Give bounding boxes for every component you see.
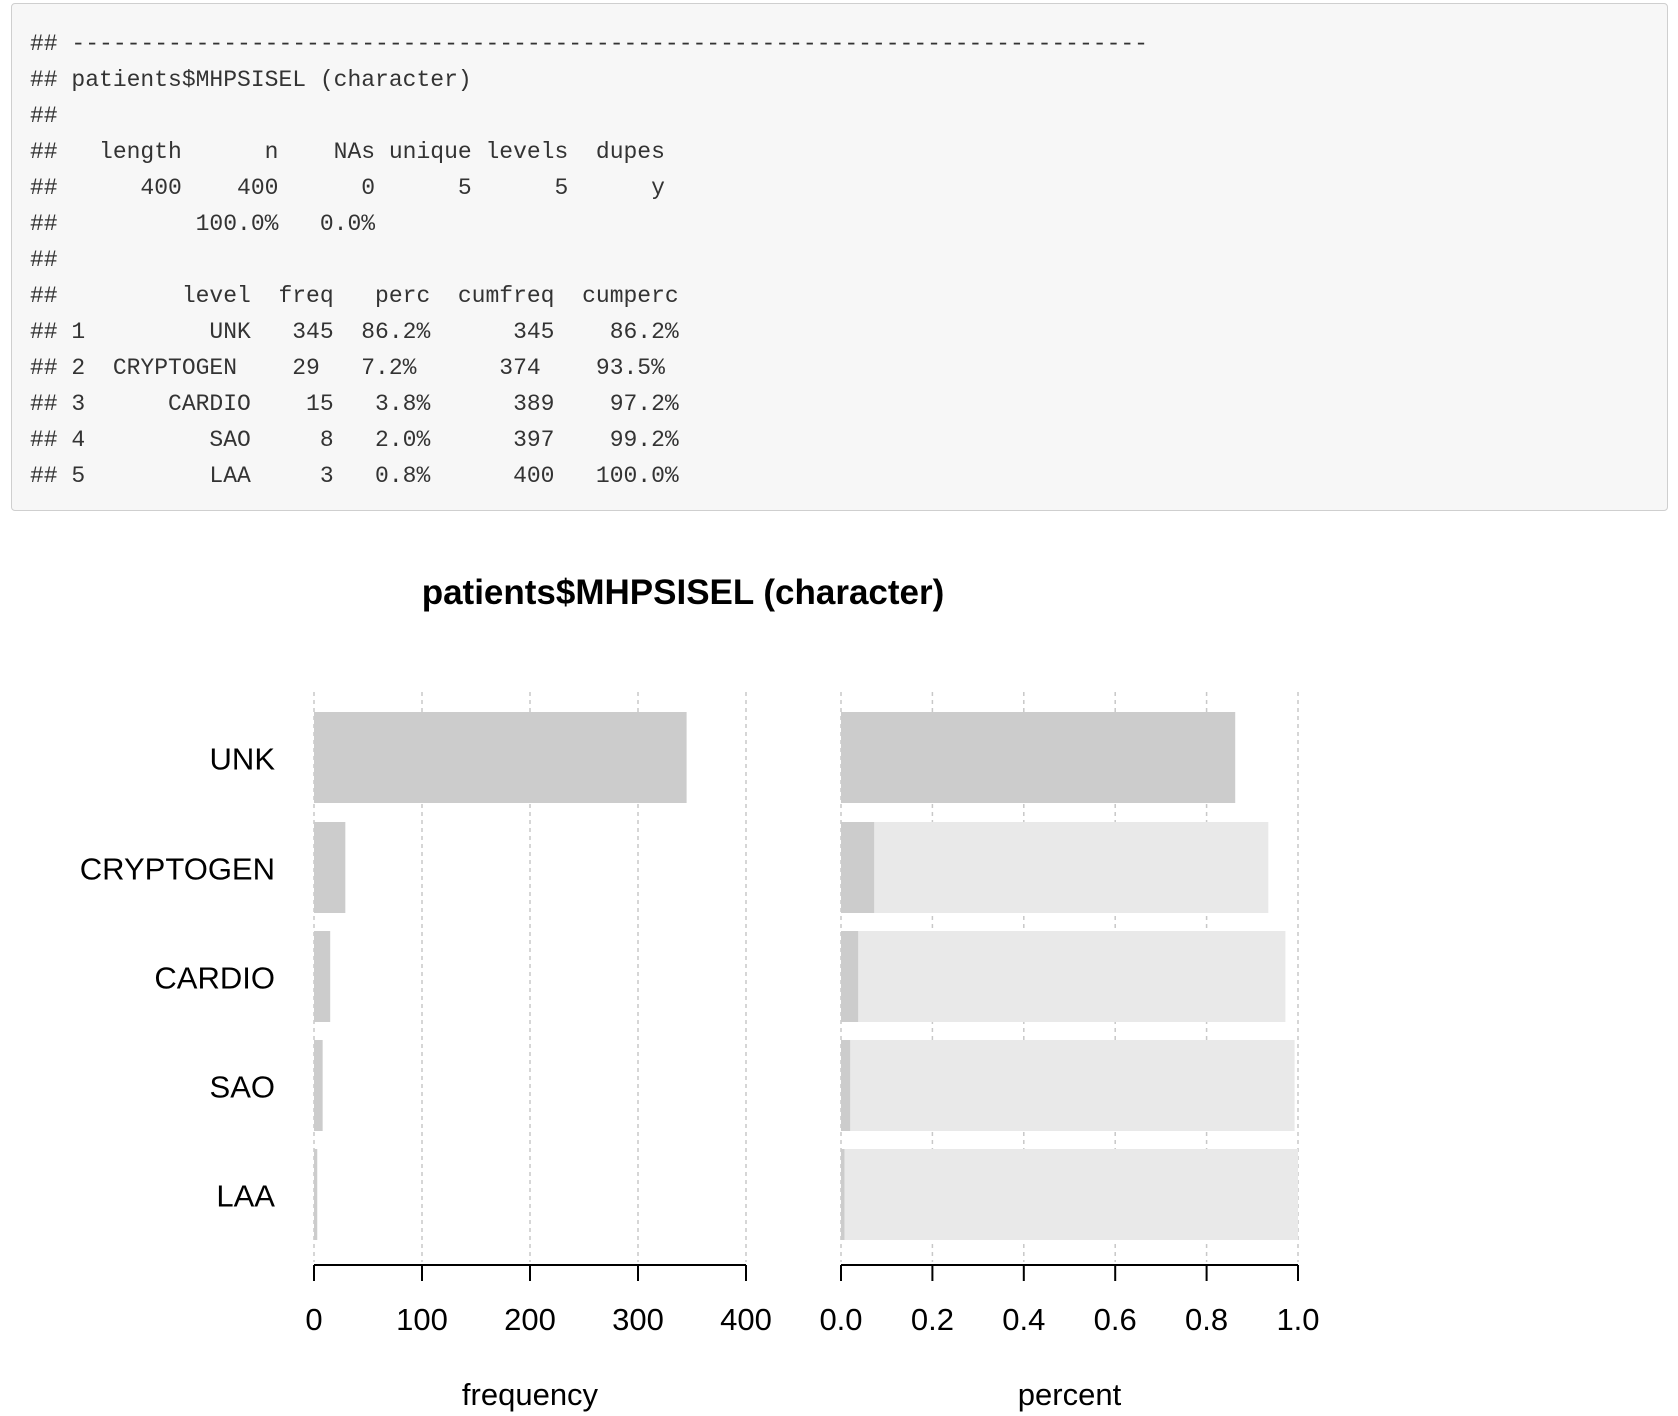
- freq-bar-cardio: [314, 931, 331, 1022]
- perc-bar-cardio: [841, 931, 859, 1022]
- perc-bar-cryptogen: [841, 822, 875, 913]
- freq-bar-laa: [314, 1149, 318, 1240]
- cumperc-bar-cardio: [841, 931, 1286, 1022]
- cumperc-bar-cryptogen: [841, 822, 1269, 913]
- category-labels: UNK CRYPTOGEN CARDIO SAO LAA: [80, 742, 276, 1214]
- percent-panel: 0.0 0.2 0.4 0.6 0.8 1.0 percent: [819, 692, 1320, 1412]
- frequency-panel: 0 100 200 300 400 frequency: [305, 692, 772, 1412]
- perc-tick-label: 1.0: [1276, 1302, 1319, 1337]
- freq-tick-label: 300: [612, 1302, 664, 1337]
- freq-bar-cryptogen: [314, 822, 346, 913]
- category-label-unk: UNK: [210, 742, 276, 777]
- category-label-cardio: CARDIO: [154, 961, 275, 996]
- perc-bar-sao: [841, 1040, 851, 1131]
- freq-bar-sao: [314, 1040, 323, 1131]
- perc-tick-label: 0.2: [911, 1302, 954, 1337]
- category-label-cryptogen: CRYPTOGEN: [80, 852, 275, 887]
- perc-axis-label: percent: [1018, 1377, 1122, 1412]
- freq-tick-label: 0: [305, 1302, 322, 1337]
- perc-tick-label: 0.8: [1185, 1302, 1228, 1337]
- console-output-box: ## -------------------------------------…: [11, 3, 1668, 511]
- cumperc-bar-laa: [841, 1149, 1298, 1240]
- freq-bar-unk: [314, 712, 687, 803]
- console-output-text: ## -------------------------------------…: [30, 31, 1148, 489]
- freq-tick-label: 200: [504, 1302, 556, 1337]
- perc-tick-label: 0.4: [1002, 1302, 1045, 1337]
- freq-tick-label: 100: [396, 1302, 448, 1337]
- perc-tick-label: 0.0: [819, 1302, 862, 1337]
- frequency-chart: patients$MHPSISEL (character) 0 100 200 300…: [80, 573, 1320, 1412]
- perc-bar-unk: [841, 712, 1236, 803]
- category-label-sao: SAO: [210, 1070, 275, 1105]
- cumperc-bar-sao: [841, 1040, 1295, 1131]
- chart-title: patients$MHPSISEL (character): [422, 573, 945, 612]
- freq-tick-label: 400: [720, 1302, 772, 1337]
- freq-axis-label: frequency: [462, 1377, 599, 1412]
- category-label-laa: LAA: [216, 1179, 275, 1214]
- perc-tick-label: 0.6: [1094, 1302, 1137, 1337]
- perc-bar-laa: [841, 1149, 845, 1240]
